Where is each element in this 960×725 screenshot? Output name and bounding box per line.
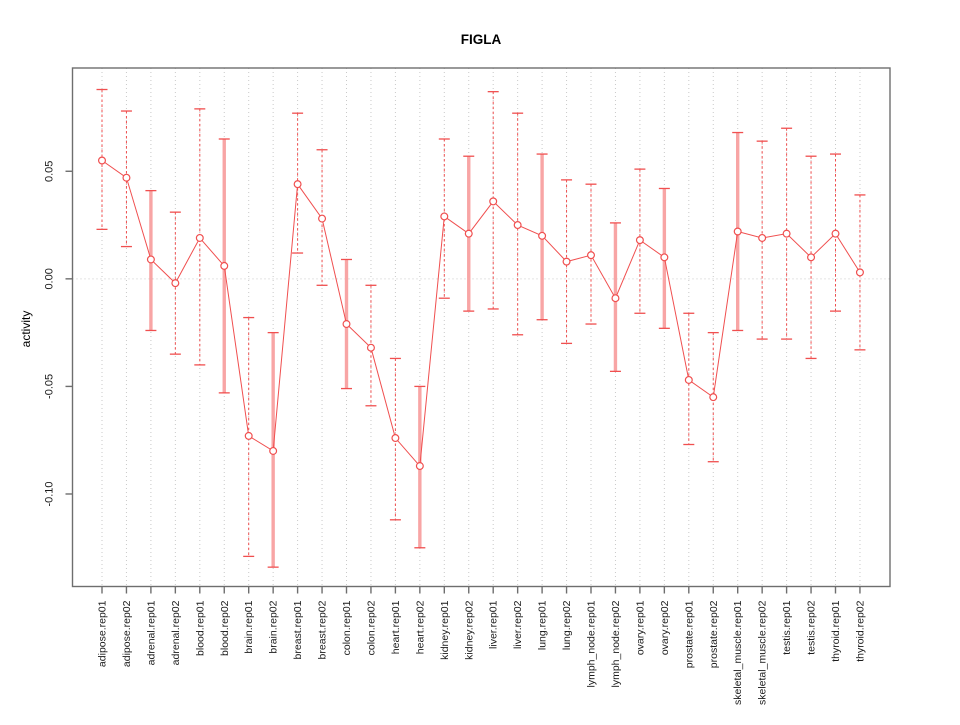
x-tick-label: colon.rep02 <box>365 600 377 655</box>
data-point <box>220 261 229 270</box>
x-tick-label: prostate.rep01 <box>683 600 695 668</box>
x-tick-label: thyroid.rep02 <box>854 600 866 661</box>
data-point <box>538 231 547 240</box>
y-tick-label: 0.05 <box>44 161 56 182</box>
data-point <box>464 229 473 238</box>
x-tick-label: lymph_node.rep01 <box>586 600 598 687</box>
data-point <box>171 279 180 288</box>
data-point <box>97 156 106 165</box>
data-point <box>146 255 155 264</box>
data-point <box>293 180 302 189</box>
chart-title: FIGLA <box>460 32 502 47</box>
data-point <box>684 375 693 384</box>
data-point <box>611 294 620 303</box>
data-point <box>807 253 816 262</box>
x-tick-label: thyroid.rep01 <box>830 600 842 661</box>
data-point <box>342 320 351 329</box>
y-tick-label: -0.10 <box>44 481 56 506</box>
plot-frame <box>71 67 891 588</box>
x-tick-label: lung.rep01 <box>537 600 549 650</box>
x-tick-label: lymph_node.rep02 <box>610 600 622 687</box>
x-tick-label: liver.rep01 <box>488 600 500 649</box>
x-tick-label: colon.rep01 <box>341 600 353 655</box>
x-tick-label: ovary.rep01 <box>634 600 646 655</box>
data-point <box>244 431 253 440</box>
x-tick-label: kidney.rep02 <box>463 600 475 660</box>
data-point <box>758 233 767 242</box>
data-point <box>489 197 498 206</box>
data-point <box>440 212 449 221</box>
x-tick-label: heart.rep02 <box>414 600 426 654</box>
data-point <box>635 236 644 245</box>
data-point <box>366 343 375 352</box>
x-tick-label: adipose.rep01 <box>97 600 109 667</box>
data-point <box>195 233 204 242</box>
x-tick-label: testis.rep01 <box>781 600 793 654</box>
data-point <box>660 253 669 262</box>
data-point <box>318 214 327 223</box>
x-tick-label: testis.rep02 <box>806 600 818 654</box>
x-tick-label: ovary.rep02 <box>659 600 671 655</box>
data-point <box>415 462 424 471</box>
data-point <box>513 221 522 230</box>
x-tick-label: prostate.rep02 <box>708 600 720 668</box>
data-point <box>391 434 400 443</box>
y-tick-label: 0.00 <box>44 268 56 289</box>
y-axis-label-text: activity <box>19 310 33 348</box>
x-tick-label: skeletal_muscle.rep02 <box>757 600 769 705</box>
x-tick-label: breast.rep02 <box>317 600 329 659</box>
x-tick-label: kidney.rep01 <box>439 600 451 660</box>
x-tick-label: brain.rep01 <box>243 600 255 653</box>
data-point <box>831 229 840 238</box>
data-point <box>122 173 131 182</box>
x-tick-label: skeletal_muscle.rep01 <box>732 600 744 705</box>
data-point <box>782 229 791 238</box>
data-point <box>855 268 864 277</box>
x-tick-label: adipose.rep02 <box>121 600 133 667</box>
x-tick-label: adrenal.rep02 <box>170 600 182 665</box>
series-line <box>101 160 861 468</box>
x-tick-label: heart.rep01 <box>390 600 402 654</box>
data-point <box>733 227 742 236</box>
data-point <box>269 446 278 455</box>
x-tick-label: brain.rep02 <box>268 600 280 653</box>
x-tick-label: liver.rep02 <box>512 600 524 649</box>
x-tick-label: lung.rep02 <box>561 600 573 650</box>
data-point <box>709 393 718 402</box>
y-tick-label: -0.05 <box>44 374 56 399</box>
x-tick-label: adrenal.rep01 <box>145 600 157 665</box>
data-point <box>586 251 595 260</box>
x-tick-label: breast.rep01 <box>292 600 304 659</box>
data-point <box>562 257 571 266</box>
x-tick-label: blood.rep02 <box>219 600 231 656</box>
x-tick-label: blood.rep01 <box>194 600 206 656</box>
